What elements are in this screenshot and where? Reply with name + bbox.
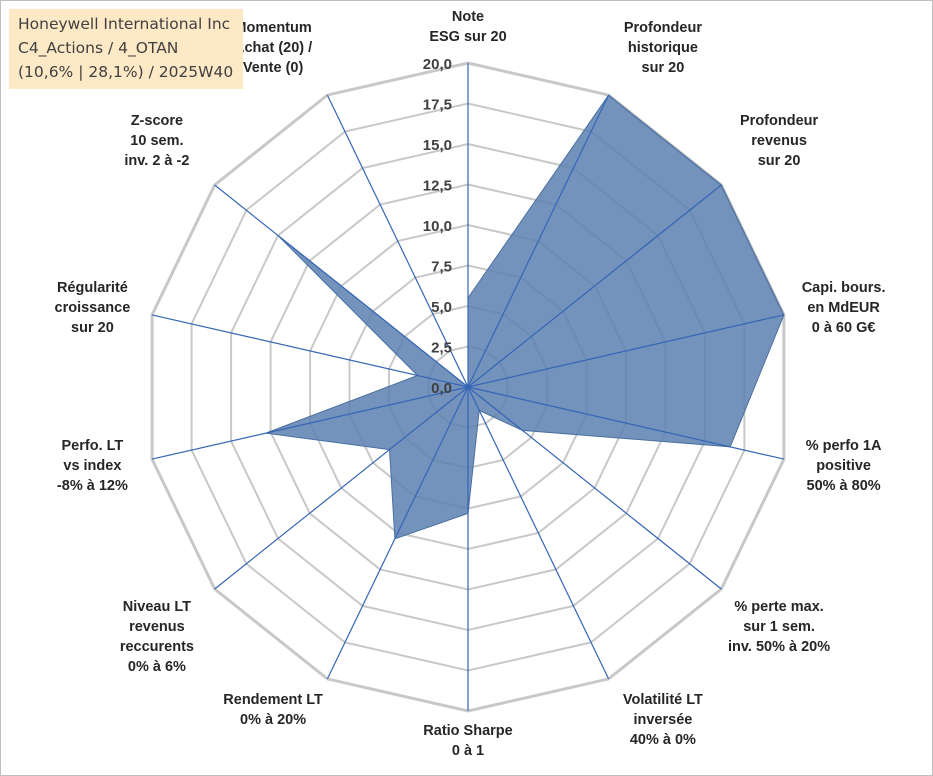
axis-label-line: Achat (20) / [234, 40, 312, 56]
axis-label: Profondeur historique sur 20 [624, 20, 702, 76]
axis-spoke [467, 314, 785, 388]
tick-label: 17,5 [423, 97, 452, 114]
axis-spoke [151, 386, 469, 460]
axis-label: Z-score 10 sem. inv. 2 à -2 [124, 113, 189, 169]
axis-label-line: Ratio Sharpe [423, 723, 512, 739]
axis-label: Niveau LT revenus reccurents 0% à 6% [120, 599, 194, 675]
axis-label-line: % perte max. [734, 599, 823, 615]
axis-label-line: Capi. bours. [802, 280, 886, 296]
tick-label: 15,0 [423, 137, 452, 154]
chart-subtitle-line: C4_Actions / 4_OTAN [18, 39, 179, 57]
axis-label-line: Z-score [131, 113, 183, 129]
axis-label-line: Vente (0) [243, 60, 304, 76]
tick-label: 20,0 [423, 56, 452, 73]
axis-label: Ratio Sharpe 0 à 1 [423, 723, 512, 759]
axis-spoke [214, 184, 469, 388]
axis-label-line: 50% à 80% [807, 478, 881, 494]
axis-label-line: Note [452, 9, 484, 25]
axis-label: Momentum Achat (20) / Vente (0) [234, 20, 312, 76]
axis-spoke [467, 184, 722, 388]
axis-label-line: revenus [129, 619, 185, 635]
axis-label: Note ESG sur 20 [429, 9, 506, 45]
axis-label-line: Profondeur [624, 20, 702, 36]
axis-label: Rendement LT 0% à 20% [223, 692, 323, 728]
axis-label-line: inv. 2 à -2 [124, 153, 189, 169]
axis-label-line: positive [816, 458, 871, 474]
axis-label-line: Niveau LT [123, 599, 191, 615]
axis-label: Capi. bours. en MdEUR 0 à 60 G€ [802, 280, 886, 336]
axis-label: Profondeur revenus sur 20 [740, 113, 818, 169]
axis-label-line: sur 20 [71, 320, 114, 336]
axis-spoke [467, 386, 722, 590]
tick-label: 12,5 [423, 178, 452, 195]
tick-label: 10,0 [423, 218, 452, 235]
axis-label-line: inv. 50% à 20% [728, 639, 830, 655]
axis-label-line: 0 à 1 [452, 743, 484, 759]
axis-label-line: -8% à 12% [57, 478, 128, 494]
axis-spoke [467, 386, 785, 460]
axis-label-line: Rendement LT [223, 692, 323, 708]
axis-label-line: inversée [633, 712, 692, 728]
axis-label-line: 0% à 6% [128, 659, 186, 675]
axis-label-line: 0 à 60 G€ [812, 320, 876, 336]
tick-label: 2,5 [431, 340, 452, 357]
tick-label: 7,5 [431, 259, 452, 276]
axis-label-line: Volatilité LT [623, 692, 703, 708]
axis-label-line: sur 20 [758, 153, 801, 169]
axis-label: Volatilité LT inversée 40% à 0% [623, 692, 703, 748]
chart-title-box: Honeywell International Inc C4_Actions /… [9, 9, 244, 89]
axis-spoke [151, 314, 469, 388]
axis-label-line: 10 sem. [130, 133, 183, 149]
axis-label-line: Perfo. LT [62, 438, 124, 454]
tick-label: 0,0 [431, 380, 452, 397]
axis-label-line: 0% à 20% [240, 712, 306, 728]
axis-label: % perfo 1A positive 50% à 80% [806, 438, 882, 494]
axis-label-line: en MdEUR [807, 300, 880, 316]
axis-label-line: ESG sur 20 [429, 29, 506, 45]
axis-spoke [326, 386, 469, 680]
axis-spoke [214, 386, 469, 590]
data-series-area [265, 94, 785, 540]
chart-title-line: Honeywell International Inc [18, 15, 231, 33]
axis-label-line: Profondeur [740, 113, 818, 129]
axis-spoke [467, 94, 610, 388]
axis-label-line: reccurents [120, 639, 194, 655]
axis-label-line: sur 20 [642, 60, 685, 76]
axis-label-line: croissance [55, 300, 131, 316]
axis-spoke [467, 386, 610, 680]
axis-label-line: Momentum [234, 20, 311, 36]
axis-label-line: historique [628, 40, 698, 56]
axis-label-line: vs index [63, 458, 121, 474]
axis-label: Régularité croissance sur 20 [55, 280, 131, 336]
tick-label: 5,0 [431, 299, 452, 316]
axis-label-line: sur 1 sem. [743, 619, 815, 635]
axis-label-line: % perfo 1A [806, 438, 882, 454]
axis-label: % perte max. sur 1 sem. inv. 50% à 20% [728, 599, 830, 655]
axis-label-line: 40% à 0% [630, 732, 696, 748]
chart-subtitle-line: (10,6% | 28,1%) / 2025W40 [18, 63, 234, 81]
axis-label-line: revenus [751, 133, 807, 149]
axis-label: Perfo. LT vs index -8% à 12% [57, 438, 128, 494]
axis-label-line: Régularité [57, 280, 128, 296]
axis-spoke [326, 94, 469, 388]
